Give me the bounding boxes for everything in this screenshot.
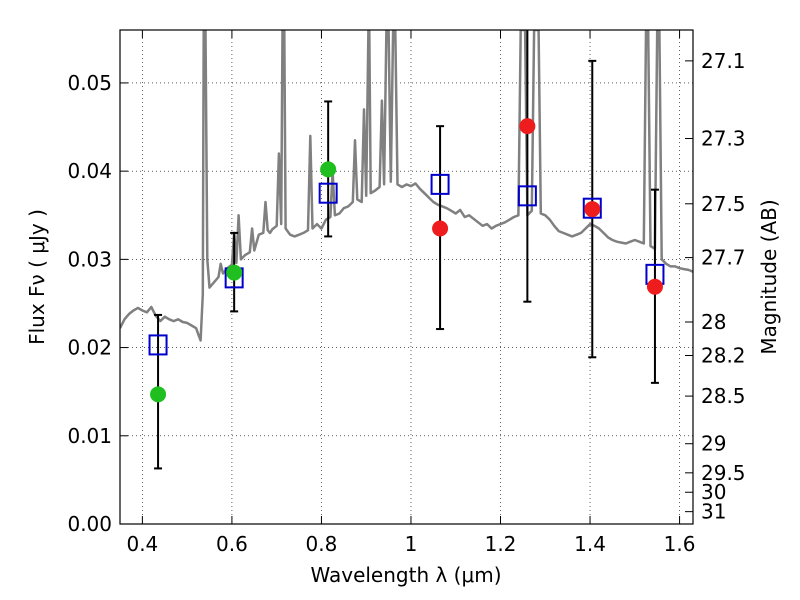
observed-point [584, 201, 601, 218]
x-axis-title: Wavelength λ (μm) [310, 563, 501, 587]
axis-ticks: 0.4 0.6 0.8 1 1.2 1.4 1.6 0.00 0.01 0.02 0.03 0.04 0… [67, 30, 746, 556]
observed-point [646, 278, 663, 295]
axes-frame [119, 29, 694, 525]
observed-point [150, 386, 167, 403]
x-tick-label: 1.6 [664, 532, 696, 556]
y2-tick-label: 27.1 [701, 49, 746, 73]
y-tick-label: 0.04 [67, 159, 112, 183]
x-tick-label: 0.4 [126, 532, 158, 556]
model-photometry-square [148, 334, 168, 356]
x-tick-label: 1.2 [485, 532, 517, 556]
y-tick-label: 0.01 [67, 424, 112, 448]
y-axis-title: Flux Fν ( μJy ) [25, 209, 49, 345]
y2-axis-title: Magnitude (AB) [757, 199, 781, 354]
y-tick-label: 0.05 [67, 71, 112, 95]
model-photometry-square [318, 182, 338, 204]
y2-tick-label: 27.3 [701, 127, 746, 151]
y-tick-label: 0.00 [67, 512, 112, 536]
y-tick-label: 0.02 [67, 336, 112, 360]
x-tick-label: 0.6 [216, 532, 248, 556]
y2-tick-label: 28.5 [701, 384, 746, 408]
y2-tick-label: 27.7 [701, 246, 746, 270]
observed-point [519, 118, 536, 135]
y2-tick-label: 27.5 [701, 192, 746, 216]
y-tick-label: 0.03 [67, 247, 112, 271]
observed-point [432, 220, 449, 237]
spectrum-line [120, 30, 693, 342]
x-tick-label: 1.4 [574, 532, 606, 556]
y2-tick-label: 28 [701, 310, 726, 334]
observed-point [320, 161, 337, 178]
x-tick-label: 0.8 [306, 532, 338, 556]
y2-tick-label: 29.5 [701, 461, 746, 485]
y2-tick-label: 31 [701, 500, 726, 524]
x-tick-label: 1 [405, 532, 418, 556]
model-photometry-square [582, 197, 602, 219]
model-photometry-square [517, 185, 537, 207]
y2-tick-label: 29 [701, 432, 726, 456]
observed-point [226, 264, 243, 281]
y2-tick-label: 28.2 [701, 344, 746, 368]
model-photometry-square [430, 173, 450, 195]
y2-tick-label: 30 [701, 480, 726, 504]
plot-area [120, 30, 693, 470]
